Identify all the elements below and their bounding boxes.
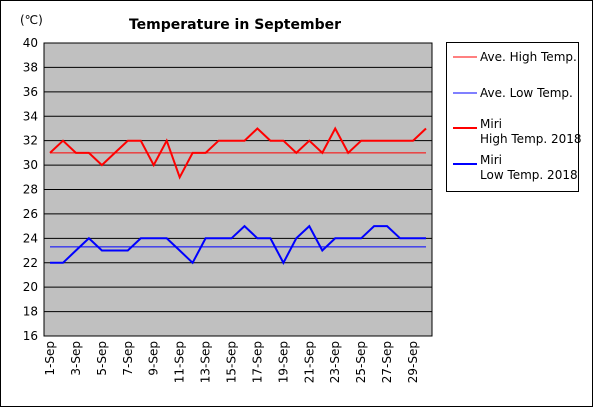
y-tick-label: 34 xyxy=(23,109,38,123)
y-tick-label: 28 xyxy=(23,183,38,197)
x-tick-label: 3-Sep xyxy=(69,341,83,376)
y-tick-label: 30 xyxy=(23,158,38,172)
y-tick-label: 20 xyxy=(23,280,38,294)
y-tick-label: 32 xyxy=(23,134,38,148)
chart-title: Temperature in September xyxy=(129,17,341,33)
y-tick-label: 40 xyxy=(23,36,38,50)
y-tick-label: 18 xyxy=(23,305,38,319)
y-axis-ticks: 16 18 20 22 24 26 28 30 32 34 36 38 40 xyxy=(23,36,38,343)
legend-label: Ave. Low Temp. xyxy=(480,86,573,100)
y-tick-label: 36 xyxy=(23,85,38,99)
legend-label: Miri High Temp. 2018 xyxy=(480,117,582,146)
y-tick-label: 26 xyxy=(23,207,38,221)
x-axis-ticks: 1-Sep 3-Sep 5-Sep 7-Sep 9-Sep 11-Sep 13-Sep 15-… xyxy=(43,341,420,383)
x-tick-label: 25-Sep xyxy=(354,341,368,383)
x-tick-label: 17-Sep xyxy=(250,341,264,383)
y-tick-label: 24 xyxy=(23,231,38,245)
x-tick-label: 13-Sep xyxy=(199,341,213,383)
x-tick-label: 19-Sep xyxy=(276,341,290,383)
legend-label: Miri Low Temp. 2018 xyxy=(480,153,578,182)
legend-box xyxy=(446,42,579,192)
x-tick-label: 29-Sep xyxy=(406,341,420,383)
x-tick-label: 1-Sep xyxy=(43,341,57,376)
unit-label: (℃) xyxy=(20,13,43,27)
x-tick-label: 27-Sep xyxy=(380,341,394,383)
x-tick-label: 5-Sep xyxy=(95,341,109,376)
series-line-4 xyxy=(50,224,426,265)
series-lines xyxy=(49,126,427,265)
x-tick-label: 9-Sep xyxy=(147,341,161,376)
x-tick-label: 7-Sep xyxy=(121,341,135,376)
legend-label: Ave. High Temp. xyxy=(480,50,577,64)
x-tick-label: 21-Sep xyxy=(302,341,316,383)
x-tick-label: 23-Sep xyxy=(328,341,342,383)
legend: Ave. High Temp. Ave. Low Temp. Miri High Te… xyxy=(453,50,582,182)
x-tick-label: 15-Sep xyxy=(225,341,239,383)
y-tick-label: 16 xyxy=(23,329,38,343)
y-tick-label: 22 xyxy=(23,256,38,270)
x-tick-label: 11-Sep xyxy=(173,341,187,383)
series-line-3 xyxy=(49,126,427,180)
y-tick-label: 38 xyxy=(23,60,38,74)
